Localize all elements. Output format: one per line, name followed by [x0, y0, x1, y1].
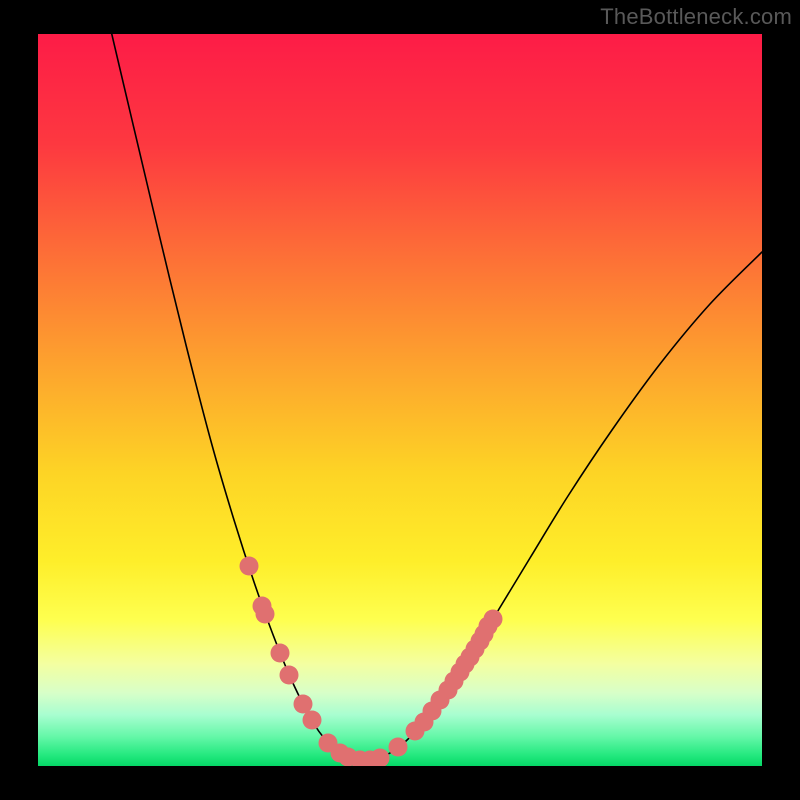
chart-svg: [0, 0, 800, 800]
scatter-point: [280, 666, 299, 685]
scatter-point: [294, 695, 313, 714]
scatter-point: [303, 711, 322, 730]
plot-area: [38, 34, 762, 766]
scatter-point: [389, 738, 408, 757]
scatter-point: [240, 557, 259, 576]
scatter-point: [256, 605, 275, 624]
scatter-point: [371, 749, 390, 768]
scatter-point: [484, 610, 503, 629]
chart-root: TheBottleneck.com: [0, 0, 800, 800]
watermark-text: TheBottleneck.com: [600, 4, 792, 30]
scatter-point: [271, 644, 290, 663]
